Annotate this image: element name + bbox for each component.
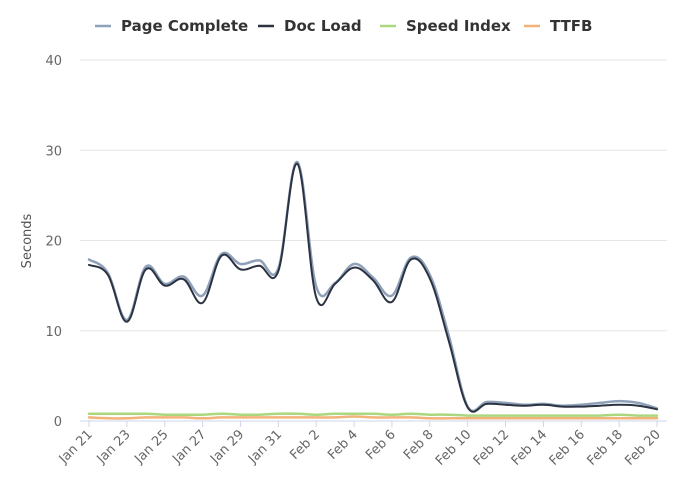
legend-item-label[interactable]: Doc Load	[284, 17, 362, 35]
x-tick-label: Feb 4	[325, 427, 361, 463]
x-tick-label: Jan 27	[169, 427, 209, 467]
y-tick-label: 0	[54, 415, 62, 430]
legend: Page Complete Doc Load Speed Index TTFB	[95, 17, 593, 35]
x-tick-label: Feb 18	[584, 427, 626, 469]
y-tick-label: 30	[45, 144, 62, 159]
y-tick-label: 20	[45, 235, 62, 250]
x-tick-label: Jan 25	[131, 427, 171, 467]
series-line-speed-index[interactable]	[87, 412, 659, 417]
gridlines	[80, 59, 667, 422]
x-tick-label: Feb 2	[287, 427, 323, 463]
x-tick-label: Feb 10	[433, 427, 475, 469]
legend-item-label[interactable]: TTFB	[550, 17, 593, 35]
x-tick-label: Feb 20	[622, 427, 664, 469]
x-tick-label: Feb 16	[547, 427, 589, 469]
x-tick-label: Jan 29	[207, 427, 247, 467]
series-line-ttfb[interactable]	[87, 415, 659, 420]
x-tick-label: Feb 6	[363, 427, 399, 463]
legend-item-label[interactable]: Page Complete	[121, 17, 248, 35]
x-tick-label: Jan 23	[94, 427, 134, 467]
x-tick-label: Feb 8	[401, 427, 437, 463]
y-axis-ticks: 0 10 20 30 40	[45, 54, 62, 430]
x-tick-label: Jan 21	[56, 427, 96, 467]
series-lines	[87, 160, 659, 420]
x-tick-label: Feb 14	[509, 427, 551, 469]
x-tick-label: Jan 31	[245, 427, 285, 467]
legend-item-label[interactable]: Speed Index	[406, 17, 511, 35]
x-tick-label: Feb 12	[471, 427, 513, 469]
y-axis-title: Seconds	[20, 213, 35, 268]
y-tick-label: 40	[45, 54, 62, 69]
series-line-doc-load[interactable]	[88, 162, 658, 413]
series-line-page-complete[interactable]	[87, 160, 659, 413]
y-tick-label: 10	[45, 325, 62, 340]
